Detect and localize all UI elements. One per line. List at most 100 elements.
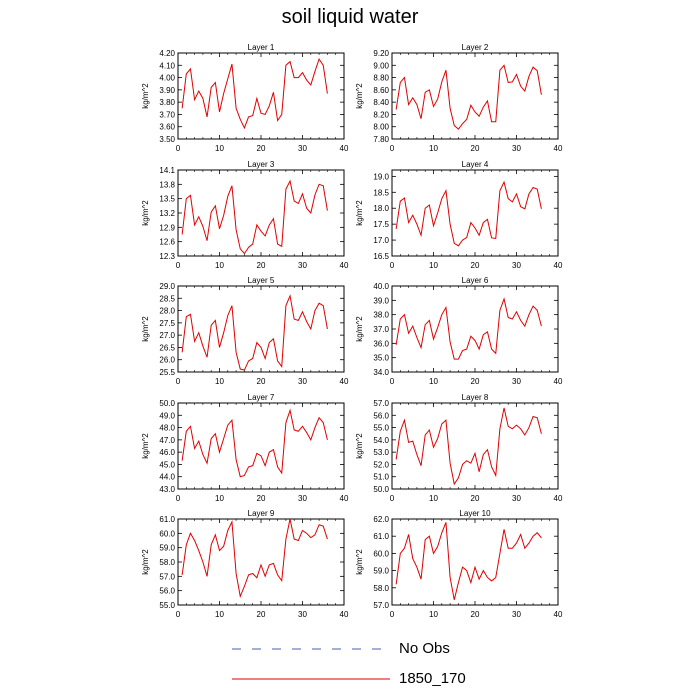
x-tick-label: 40 xyxy=(340,144,349,153)
y-tick-label: 51.0 xyxy=(373,473,389,482)
series-line xyxy=(395,297,542,360)
y-tick-label: 47.0 xyxy=(159,436,175,445)
y-tick-label: 8.60 xyxy=(373,86,389,95)
x-tick-label: 30 xyxy=(298,261,307,270)
y-tick-label: 28.0 xyxy=(159,307,175,316)
y-axis-label: kg/m^2 xyxy=(355,200,364,226)
panel-title: Layer 9 xyxy=(248,509,275,518)
series-line xyxy=(181,58,328,130)
x-tick-label: 10 xyxy=(215,261,224,270)
x-tick-label: 0 xyxy=(176,494,181,503)
x-tick-label: 40 xyxy=(340,261,349,270)
panel-title: Layer 10 xyxy=(459,509,491,518)
y-tick-label: 13.8 xyxy=(159,180,175,189)
series-line xyxy=(181,518,328,599)
series-line xyxy=(395,180,542,247)
panel-layer-6: Layer 6 0 10 20 30 40 34.0 35.0 36.0 37.0 38.0 39.0… xyxy=(355,276,563,386)
panel-layer-9: Layer 9 0 10 20 30 40 55.0 56.0 57.0 58.0 59.0 60.0… xyxy=(141,509,349,619)
x-tick-label: 30 xyxy=(298,494,307,503)
y-tick-label: 50.0 xyxy=(373,485,389,494)
panel-layer-3: Layer 3 0 10 20 30 40 12.3 12.6 12.9 13.2 13.5 13.8… xyxy=(141,160,349,270)
y-tick-label: 4.20 xyxy=(159,49,175,58)
y-tick-label: 58.0 xyxy=(159,558,175,567)
y-tick-label: 40.0 xyxy=(373,282,389,291)
x-tick-label: 30 xyxy=(512,144,521,153)
x-tick-label: 40 xyxy=(554,494,563,503)
panel-title: Layer 5 xyxy=(248,276,275,285)
y-tick-label: 50.0 xyxy=(159,399,175,408)
series-line xyxy=(395,64,542,130)
y-tick-label: 45.0 xyxy=(159,460,175,469)
x-tick-label: 20 xyxy=(257,377,266,386)
y-tick-label: 17.0 xyxy=(373,236,389,245)
y-tick-label: 52.0 xyxy=(373,460,389,469)
y-axis-label: kg/m^2 xyxy=(141,549,150,575)
x-tick-label: 20 xyxy=(257,610,266,619)
x-tick-label: 10 xyxy=(429,377,438,386)
x-tick-label: 30 xyxy=(512,377,521,386)
x-tick-label: 10 xyxy=(215,144,224,153)
y-tick-label: 27.5 xyxy=(159,319,175,328)
x-tick-label: 10 xyxy=(429,494,438,503)
y-tick-label: 16.5 xyxy=(373,252,389,261)
y-axis-label: kg/m^2 xyxy=(141,200,150,226)
y-tick-label: 39.0 xyxy=(373,296,389,305)
y-tick-label: 12.9 xyxy=(159,223,175,232)
y-tick-label: 13.5 xyxy=(159,195,175,204)
y-tick-label: 26.5 xyxy=(159,343,175,352)
y-tick-label: 12.3 xyxy=(159,252,175,261)
x-tick-label: 40 xyxy=(340,610,349,619)
x-tick-label: 10 xyxy=(215,494,224,503)
panel-layer-8: Layer 8 0 10 20 30 40 50.0 51.0 52.0 53.0 54.0 55.0… xyxy=(355,393,563,503)
y-tick-label: 57.0 xyxy=(159,572,175,581)
series-line xyxy=(395,407,542,486)
x-tick-label: 40 xyxy=(554,610,563,619)
x-tick-label: 20 xyxy=(257,261,266,270)
y-tick-label: 61.0 xyxy=(373,532,389,541)
x-tick-label: 30 xyxy=(298,377,307,386)
page-title: soil liquid water xyxy=(281,6,419,28)
y-tick-label: 56.0 xyxy=(373,411,389,420)
panel-title: Layer 7 xyxy=(248,393,275,402)
y-tick-label: 8.20 xyxy=(373,110,389,119)
y-axis-label: kg/m^2 xyxy=(141,316,150,342)
panel-layer-4: Layer 4 0 10 20 30 40 16.5 17.0 17.5 18.0 18.5 19.0… xyxy=(355,160,563,270)
y-tick-label: 4.10 xyxy=(159,61,175,70)
y-tick-label: 19.0 xyxy=(373,172,389,181)
x-tick-label: 0 xyxy=(390,494,395,503)
y-tick-label: 7.80 xyxy=(373,135,389,144)
y-tick-label: 13.2 xyxy=(159,209,175,218)
x-tick-label: 10 xyxy=(215,610,224,619)
x-tick-label: 0 xyxy=(390,377,395,386)
panel-title: Layer 6 xyxy=(462,276,489,285)
y-axis-label: kg/m^2 xyxy=(355,433,364,459)
y-tick-label: 62.0 xyxy=(373,515,389,524)
y-axis-label: kg/m^2 xyxy=(355,549,364,575)
y-tick-label: 38.0 xyxy=(373,311,389,320)
y-tick-label: 28.5 xyxy=(159,294,175,303)
panel-layer-2: Layer 2 0 10 20 30 40 7.80 8.00 8.20 8.40 8.60 8.80… xyxy=(355,43,563,153)
y-tick-label: 8.00 xyxy=(373,123,389,132)
x-tick-label: 10 xyxy=(429,610,438,619)
x-tick-label: 30 xyxy=(298,144,307,153)
x-tick-label: 30 xyxy=(512,494,521,503)
y-axis-label: kg/m^2 xyxy=(355,316,364,342)
y-tick-label: 8.80 xyxy=(373,74,389,83)
x-tick-label: 0 xyxy=(390,610,395,619)
x-tick-label: 20 xyxy=(471,610,480,619)
y-tick-label: 25.5 xyxy=(159,368,175,377)
x-tick-label: 20 xyxy=(257,494,266,503)
y-tick-label: 4.00 xyxy=(159,74,175,83)
y-tick-label: 36.0 xyxy=(373,339,389,348)
y-tick-label: 35.0 xyxy=(373,354,389,363)
legend-label-no-obs: No Obs xyxy=(399,640,450,657)
y-tick-label: 3.90 xyxy=(159,86,175,95)
y-tick-label: 59.0 xyxy=(159,544,175,553)
y-tick-label: 37.0 xyxy=(373,325,389,334)
x-tick-label: 30 xyxy=(512,261,521,270)
x-tick-label: 40 xyxy=(554,377,563,386)
y-tick-label: 61.0 xyxy=(159,515,175,524)
x-tick-label: 40 xyxy=(554,261,563,270)
x-tick-label: 20 xyxy=(257,144,266,153)
